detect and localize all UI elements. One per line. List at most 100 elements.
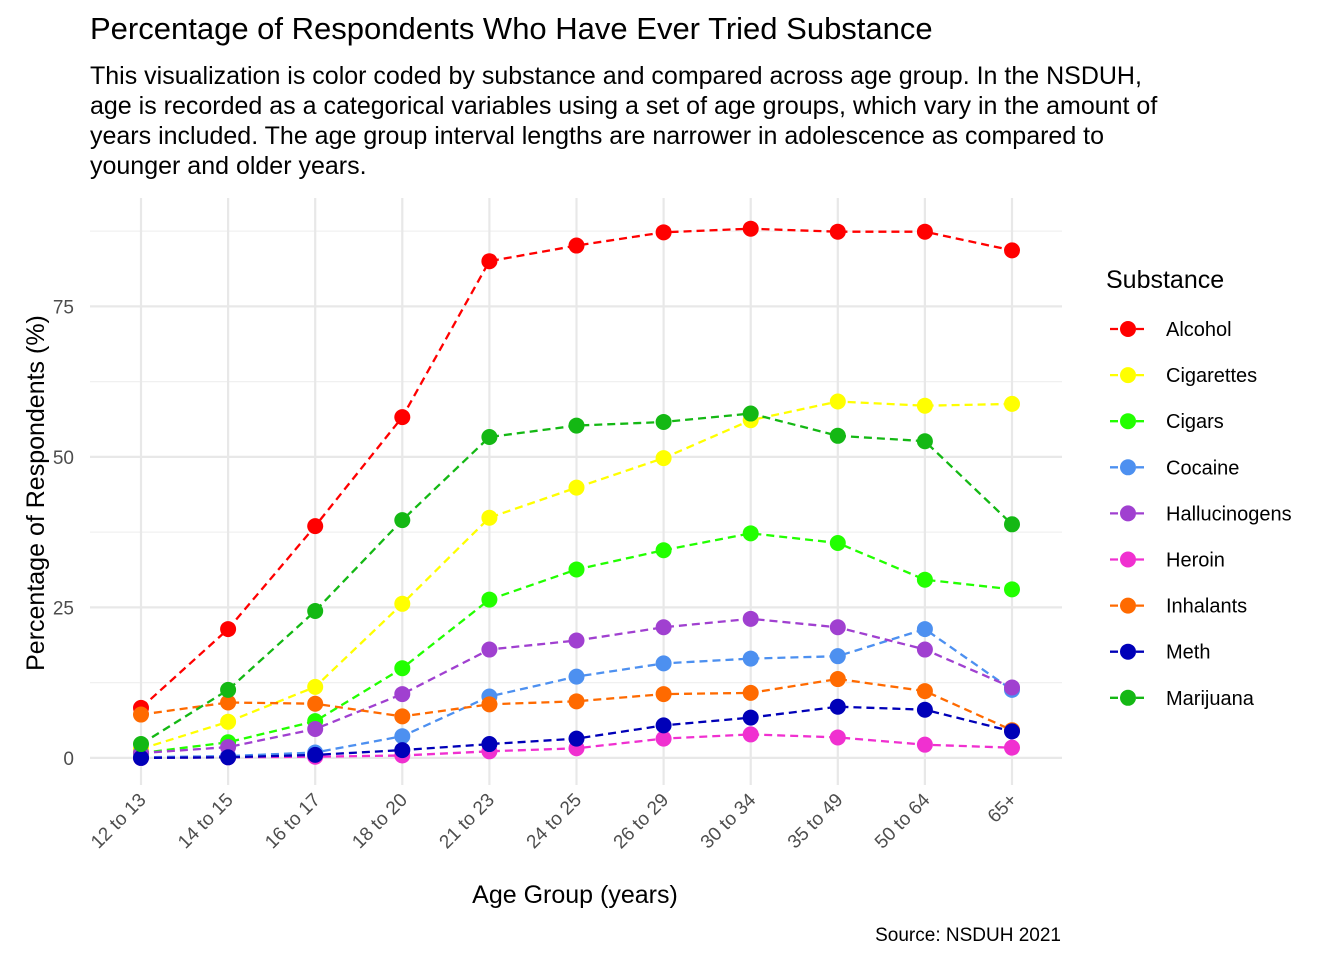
- legend-item-cigarettes: Cigarettes: [1110, 365, 1257, 387]
- data-point-marijuana: [394, 512, 411, 529]
- legend-title: Substance: [1106, 266, 1224, 294]
- legend-label: Heroin: [1166, 550, 1225, 572]
- data-point-marijuana: [133, 736, 149, 753]
- chart-caption: Source: NSDUH 2021: [875, 925, 1061, 946]
- data-point-meth: [220, 749, 237, 766]
- data-point-meth: [568, 730, 585, 747]
- legend-key-point: [1120, 459, 1136, 476]
- series-hallucinogens: [133, 610, 1020, 762]
- x-axis-ticks: 12 to 13 14 to 15 16 to 17 18 to 20 21 to 23…: [87, 789, 1021, 853]
- data-point-alcohol: [481, 253, 498, 270]
- legend-key-point: [1120, 689, 1136, 706]
- data-point-marijuana: [742, 405, 759, 422]
- data-point-cocaine: [568, 668, 585, 685]
- legend-label: Marijuana: [1166, 688, 1255, 710]
- series-line-inhalants: [140, 677, 1013, 732]
- y-axis-ticks: 0 25 50 75: [53, 297, 74, 770]
- chart-subtitle-line-4: younger and older years.: [90, 152, 367, 180]
- data-point-heroin: [1004, 739, 1020, 756]
- data-point-alcohol: [220, 621, 237, 638]
- data-point-heroin: [655, 730, 672, 747]
- data-point-hallucinogens: [916, 641, 933, 658]
- x-tick-label: 65+: [984, 790, 1022, 828]
- data-point-cigarettes: [916, 397, 933, 414]
- data-point-inhalants: [568, 693, 585, 710]
- data-point-meth: [1004, 723, 1020, 740]
- legend-item-meth: Meth: [1110, 642, 1210, 664]
- data-point-alcohol: [568, 237, 585, 254]
- data-point-meth: [133, 749, 149, 766]
- x-tick-label: 26 to 29: [610, 790, 673, 853]
- data-point-marijuana: [1004, 516, 1020, 533]
- data-point-cigarettes: [307, 678, 324, 695]
- legend-item-inhalants: Inhalants: [1110, 596, 1247, 618]
- legend-label: Cocaine: [1166, 457, 1239, 479]
- legend: Substance Alcohol Cigarettes Cigars Cocaine…: [1106, 266, 1292, 710]
- y-tick-label: 75: [53, 297, 74, 318]
- data-point-marijuana: [916, 433, 933, 450]
- data-point-heroin: [742, 726, 759, 743]
- legend-item-hallucinogens: Hallucinogens: [1110, 503, 1292, 525]
- chart-subtitle-line-1: This visualization is color coded by sub…: [90, 62, 1142, 90]
- data-point-inhalants: [655, 686, 672, 703]
- series-marijuana: [133, 405, 1020, 753]
- data-point-heroin: [829, 729, 846, 746]
- data-point-inhalants: [220, 694, 237, 711]
- data-point-cigarettes: [1004, 395, 1020, 412]
- legend-label: Meth: [1166, 642, 1210, 664]
- data-point-cocaine: [655, 655, 672, 672]
- data-point-marijuana: [829, 427, 846, 444]
- data-point-inhalants: [133, 706, 149, 723]
- data-point-meth: [742, 709, 759, 726]
- data-point-inhalants: [916, 683, 933, 700]
- data-point-cigars: [394, 660, 411, 677]
- x-tick-label: 24 to 25: [523, 790, 586, 853]
- data-point-hallucinogens: [307, 721, 324, 738]
- data-point-hallucinogens: [568, 632, 585, 649]
- series-alcohol: [133, 220, 1020, 716]
- data-point-cocaine: [742, 650, 759, 667]
- x-tick-label: 21 to 23: [436, 790, 499, 853]
- y-axis-title: Percentage of Respondents (%): [22, 315, 50, 671]
- data-point-cigarettes: [568, 479, 585, 496]
- legend-label: Inhalants: [1166, 596, 1247, 618]
- x-tick-label: 16 to 17: [261, 790, 324, 853]
- x-tick-label: 18 to 20: [348, 790, 411, 853]
- data-point-hallucinogens: [394, 686, 411, 703]
- data-point-cigars: [1004, 581, 1020, 598]
- data-point-meth: [829, 698, 846, 715]
- data-point-meth: [481, 736, 498, 753]
- data-point-inhalants: [481, 696, 498, 713]
- y-tick-label: 0: [63, 749, 74, 770]
- data-point-heroin: [916, 736, 933, 753]
- data-point-inhalants: [307, 695, 324, 712]
- y-tick-label: 25: [53, 598, 74, 619]
- data-point-alcohol: [742, 220, 759, 237]
- series-inhalants: [133, 671, 1020, 739]
- chart-subtitle-line-2: age is recorded as a categorical variabl…: [90, 92, 1157, 120]
- data-point-alcohol: [829, 223, 846, 240]
- chart-subtitle-line-3: years included. The age group interval l…: [90, 122, 1104, 150]
- data-point-cigars: [568, 561, 585, 578]
- data-point-alcohol: [916, 223, 933, 240]
- data-point-cigarettes: [655, 450, 672, 467]
- data-point-marijuana: [481, 429, 498, 446]
- data-point-marijuana: [307, 603, 324, 620]
- data-point-hallucinogens: [1004, 679, 1020, 696]
- y-tick-label: 50: [53, 448, 74, 469]
- legend-label: Alcohol: [1166, 319, 1232, 341]
- data-point-cocaine: [829, 648, 846, 665]
- data-point-inhalants: [829, 671, 846, 688]
- x-tick-label: 30 to 34: [697, 789, 761, 853]
- x-tick-label: 14 to 15: [174, 790, 237, 853]
- legend-key-point: [1120, 505, 1136, 522]
- legend-key-point: [1120, 597, 1136, 614]
- legend-key-point: [1120, 643, 1136, 660]
- data-point-alcohol: [394, 409, 411, 426]
- data-point-cocaine: [394, 728, 411, 745]
- data-point-inhalants: [742, 684, 759, 701]
- data-point-cigarettes: [220, 713, 237, 730]
- legend-key-point: [1120, 367, 1136, 384]
- series-line-alcohol: [140, 227, 1013, 709]
- data-point-cigars: [829, 534, 846, 551]
